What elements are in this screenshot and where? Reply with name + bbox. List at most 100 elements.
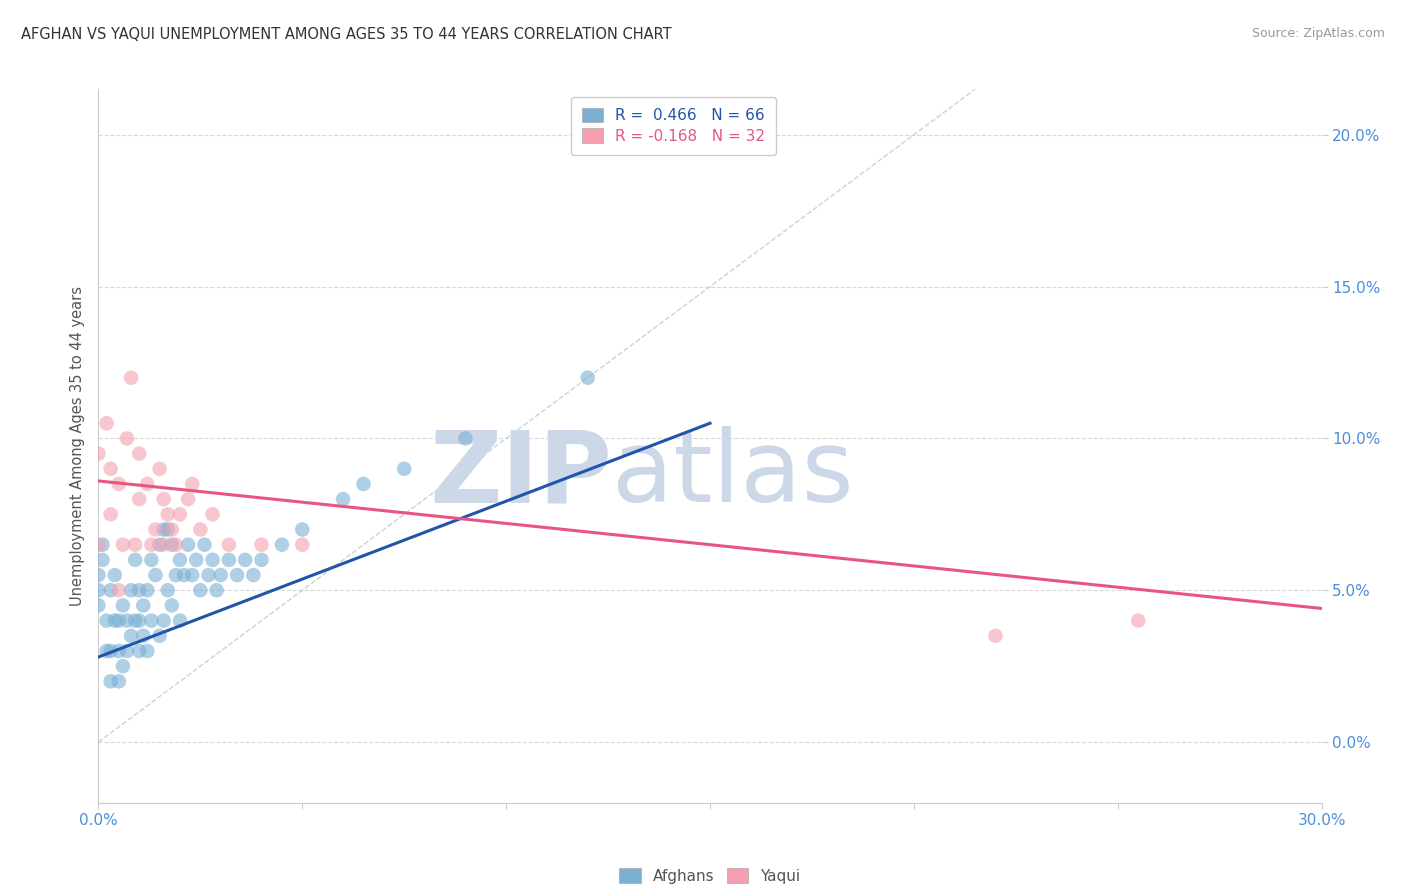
Point [91, 553, 114, 567]
Point [115, 614, 138, 628]
Point [87, 447, 110, 461]
Point [1128, 614, 1150, 628]
Point [576, 370, 599, 384]
Point [193, 538, 215, 552]
Point [270, 538, 294, 552]
Point [218, 538, 240, 552]
Point [160, 523, 183, 537]
Point [226, 568, 249, 582]
Point [104, 614, 127, 628]
Point [111, 599, 134, 613]
Point [124, 553, 146, 567]
Point [108, 583, 131, 598]
Point [104, 568, 127, 582]
Point [120, 370, 142, 384]
Point [169, 614, 191, 628]
Point [984, 629, 1007, 643]
Text: atlas: atlas [612, 426, 853, 523]
Point [233, 553, 256, 567]
Point [392, 462, 416, 476]
Point [100, 644, 122, 658]
Point [141, 553, 163, 567]
Point [115, 431, 138, 445]
Point [111, 538, 134, 552]
Point [124, 538, 146, 552]
Point [291, 538, 314, 552]
Point [120, 583, 142, 598]
Point [87, 538, 110, 552]
Point [100, 462, 122, 476]
Point [128, 583, 150, 598]
Point [242, 568, 264, 582]
Point [177, 538, 200, 552]
Point [136, 644, 159, 658]
Point [177, 492, 200, 507]
Text: AFGHAN VS YAQUI UNEMPLOYMENT AMONG AGES 35 TO 44 YEARS CORRELATION CHART: AFGHAN VS YAQUI UNEMPLOYMENT AMONG AGES … [21, 27, 672, 42]
Point [152, 523, 174, 537]
Point [152, 538, 174, 552]
Point [96, 614, 118, 628]
Point [141, 538, 163, 552]
Point [332, 492, 354, 507]
Point [165, 568, 187, 582]
Point [188, 523, 212, 537]
Point [128, 644, 150, 658]
Point [149, 538, 172, 552]
Point [115, 644, 138, 658]
Point [149, 629, 172, 643]
Point [352, 477, 374, 491]
Point [100, 508, 122, 522]
Point [120, 629, 142, 643]
Point [218, 553, 240, 567]
Point [169, 508, 191, 522]
Point [108, 644, 131, 658]
Point [156, 583, 179, 598]
Point [181, 477, 204, 491]
Point [291, 523, 314, 537]
Point [156, 523, 179, 537]
Point [96, 644, 118, 658]
Point [87, 583, 110, 598]
Point [165, 538, 187, 552]
Point [132, 629, 155, 643]
Point [100, 674, 122, 689]
Point [136, 477, 159, 491]
Point [145, 568, 167, 582]
Point [91, 538, 114, 552]
Point [209, 568, 232, 582]
Point [149, 462, 172, 476]
Point [87, 568, 110, 582]
Point [186, 553, 208, 567]
Legend: Afghans, Yaqui: Afghans, Yaqui [612, 861, 808, 891]
Point [108, 674, 131, 689]
Point [128, 614, 150, 628]
Point [108, 614, 131, 628]
Point [152, 614, 174, 628]
Point [96, 416, 118, 430]
Point [141, 614, 163, 628]
Point [145, 523, 167, 537]
Point [181, 568, 204, 582]
Text: ZIP: ZIP [429, 426, 612, 523]
Point [132, 599, 155, 613]
Point [136, 583, 159, 598]
Point [152, 492, 174, 507]
Point [100, 583, 122, 598]
Point [111, 659, 134, 673]
Point [124, 614, 146, 628]
Point [188, 583, 212, 598]
Point [108, 477, 131, 491]
Point [156, 508, 179, 522]
Point [197, 568, 219, 582]
Point [128, 447, 150, 461]
Point [205, 583, 228, 598]
Point [454, 431, 477, 445]
Point [201, 508, 224, 522]
Point [87, 599, 110, 613]
Point [250, 553, 273, 567]
Point [160, 538, 183, 552]
Point [173, 568, 195, 582]
Y-axis label: Unemployment Among Ages 35 to 44 years: Unemployment Among Ages 35 to 44 years [70, 286, 86, 606]
Text: Source: ZipAtlas.com: Source: ZipAtlas.com [1251, 27, 1385, 40]
Point [160, 599, 183, 613]
